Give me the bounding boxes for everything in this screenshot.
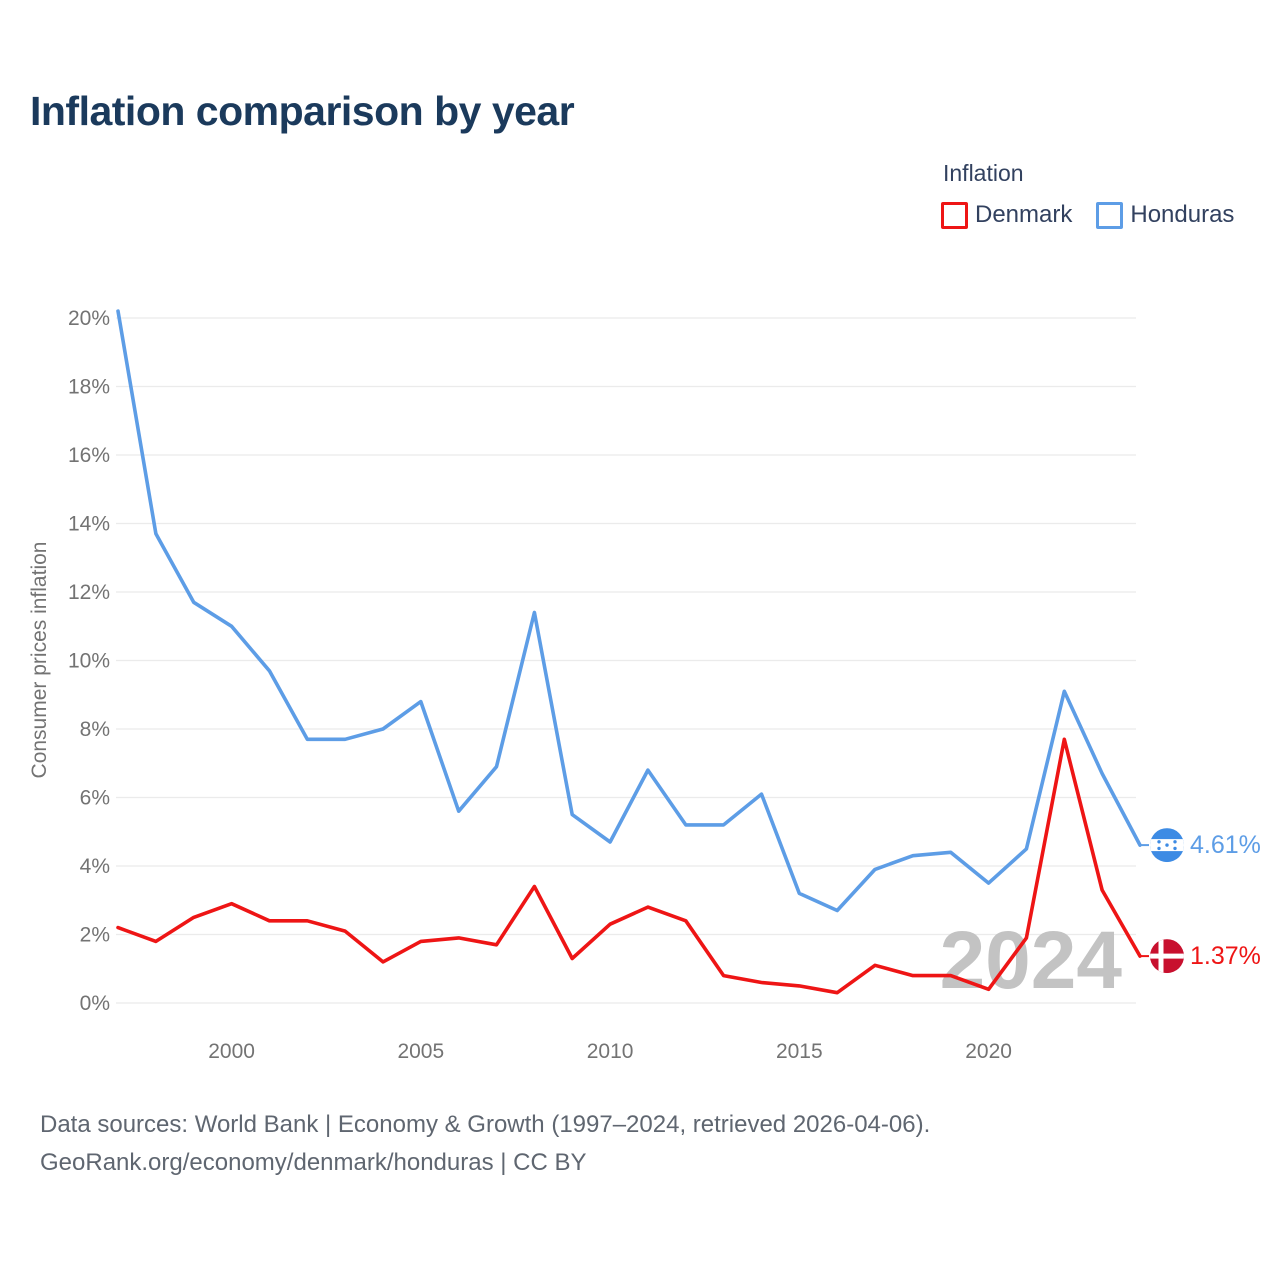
legend-item-honduras[interactable]: Honduras xyxy=(1096,201,1234,229)
y-tick-label: 8% xyxy=(80,718,110,741)
y-tick-label: 16% xyxy=(68,444,110,467)
page-title: Inflation comparison by year xyxy=(30,88,575,134)
y-tick-label: 4% xyxy=(80,855,110,878)
legend: Inflation Denmark Honduras xyxy=(941,160,1234,229)
y-axis-title: Consumer prices inflation xyxy=(28,542,51,779)
x-tick-label: 2000 xyxy=(208,1040,255,1063)
y-tick-label: 2% xyxy=(80,924,110,947)
attribution-line: GeoRank.org/economy/denmark/honduras | C… xyxy=(40,1149,587,1176)
y-tick-label: 20% xyxy=(68,307,110,330)
denmark-end-value: 1.37% xyxy=(1190,942,1261,970)
y-tick-label: 0% xyxy=(80,992,110,1015)
y-tick-label: 10% xyxy=(68,650,110,673)
legend-title: Inflation xyxy=(943,160,1024,186)
denmark-line[interactable] xyxy=(116,737,1142,995)
watermark-year: 2024 xyxy=(940,915,1123,1006)
x-tick-label: 2015 xyxy=(776,1040,823,1063)
y-tick-label: 14% xyxy=(68,513,110,536)
y-tick-label: 6% xyxy=(80,787,110,810)
x-tick-label: 2010 xyxy=(587,1040,634,1063)
denmark-swatch-icon xyxy=(941,201,968,229)
honduras-flag-icon xyxy=(1150,828,1184,863)
honduras-line[interactable] xyxy=(116,309,1142,913)
data-sources-line: Data sources: World Bank | Economy & Gro… xyxy=(40,1111,931,1138)
y-tick-label: 12% xyxy=(68,581,110,604)
honduras-swatch-icon xyxy=(1096,201,1124,229)
legend-item-denmark[interactable]: Denmark xyxy=(941,201,1072,229)
legend-item-label-honduras: Honduras xyxy=(1130,201,1235,228)
x-tick-label: 2005 xyxy=(397,1040,444,1063)
legend-items: Denmark Honduras xyxy=(941,201,1234,229)
legend-item-label-denmark: Denmark xyxy=(975,201,1073,228)
x-tick-label: 2020 xyxy=(965,1040,1012,1063)
y-tick-label: 18% xyxy=(68,376,110,399)
denmark-flag-icon xyxy=(1150,939,1184,974)
footer: Data sources: World Bank | Economy & Gro… xyxy=(40,1106,930,1182)
honduras-end-value: 4.61% xyxy=(1190,831,1261,859)
